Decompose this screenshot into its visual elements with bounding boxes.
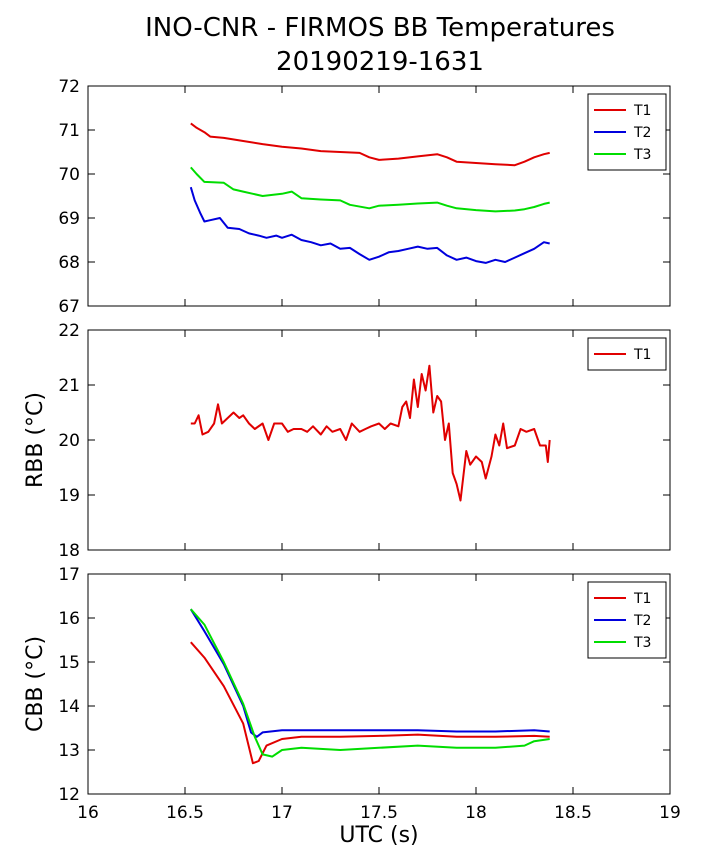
y-tick-label: 70 [58,165,80,185]
y-tick-label: 22 [58,321,80,341]
y-tick-label: 21 [58,376,80,396]
y-tick-label: 20 [58,431,80,451]
series-line-t2 [189,608,550,738]
legend: T1 [587,337,667,371]
series-line-t1 [190,122,550,167]
y-tick-label: 16 [58,609,80,629]
chart-title-line2: 20190219-1631 [276,47,484,77]
x-tick-label: 16 [77,803,99,823]
legend-label: T1 [633,591,651,607]
series-line-t1 [190,364,551,502]
series-line-t2 [189,186,550,264]
x-tick-label: 17 [271,803,293,823]
y-tick-label: 18 [58,541,80,561]
legend-label: T3 [633,635,651,651]
legend: T1 T2 T3 [587,581,667,659]
x-tick-label: 16.5 [166,803,204,823]
x-axis-label: UTC (s) [339,823,418,848]
panel-3: 16 16.5 17 17.5 18 18.5 19 12 13 14 15 16 17 T1 T2 T3 CB… [23,565,681,848]
plot-frame [87,329,671,551]
plot-frame [87,85,671,307]
panel-1: 67 68 69 70 71 72 T1 T2 T3 [58,77,671,317]
y-tick-label: 17 [58,565,80,585]
y-tick-label: 68 [58,253,80,273]
y-tick-label: 72 [58,77,80,97]
panel-2: 18 19 20 21 22 T1 RBB (°C) [23,321,671,561]
y-tick-label: 15 [58,653,80,673]
y-tick-label: 69 [58,209,80,229]
legend-label: T1 [633,103,651,119]
panels: 67 68 69 70 71 72 T1 T2 T3 18 19 20 21 22 T1 RBB (°C) 16… [23,77,681,848]
legend-label: T3 [633,147,651,163]
x-tick-label: 17.5 [360,803,398,823]
plot-frame [87,573,671,795]
y-axis-label: CBB (°C) [23,636,48,732]
y-tick-label: 12 [58,785,80,805]
legend-label: T1 [633,347,651,363]
series-line-t3 [190,608,550,758]
x-tick-label: 18 [465,803,487,823]
series-line-t3 [190,166,550,213]
legend-label: T2 [633,613,651,629]
series-line-t1 [190,641,550,765]
legend: T1 T2 T3 [587,93,667,171]
y-tick-label: 13 [58,741,80,761]
y-tick-label: 67 [58,297,80,317]
y-tick-label: 71 [58,121,80,141]
y-tick-label: 14 [58,697,80,717]
x-tick-label: 19 [659,803,681,823]
chart-title-line1: INO-CNR - FIRMOS BB Temperatures [145,13,615,43]
x-tick-label: 18.5 [554,803,592,823]
y-axis-label: RBB (°C) [23,392,48,488]
y-tick-label: 19 [58,486,80,506]
legend-label: T2 [633,125,651,141]
